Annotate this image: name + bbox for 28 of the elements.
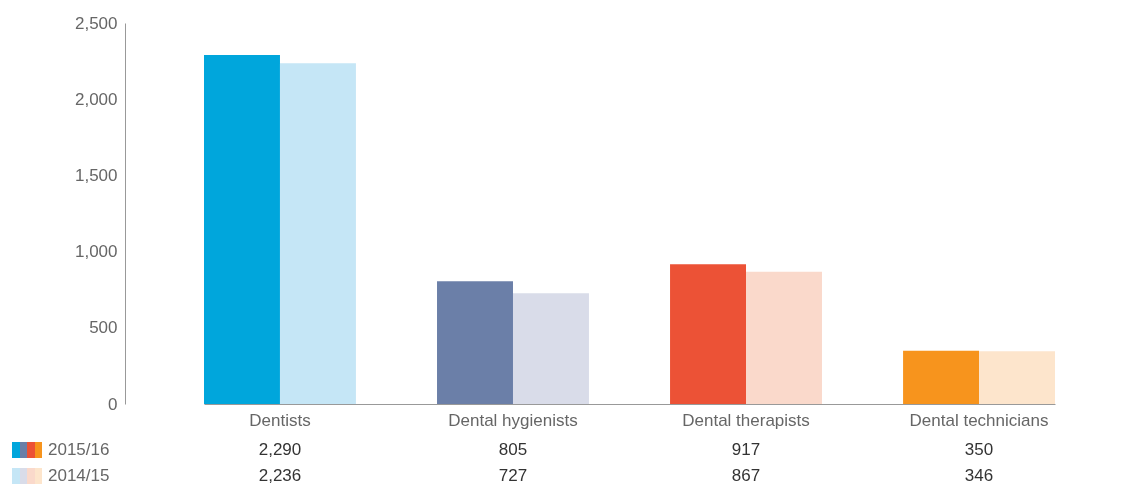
bar (903, 350, 980, 404)
y-tick-label: 0 (108, 394, 118, 414)
data-label: 2,290 (258, 440, 302, 459)
y-tick-label: 1,000 (74, 242, 118, 262)
bar (437, 281, 513, 404)
x-tick-label: Dental therapists (682, 410, 810, 430)
data-label: 2,236 (258, 466, 302, 485)
x-tick-label: Dental hygienists (448, 410, 578, 430)
data-label: 350 (964, 440, 994, 459)
y-tick-label: 2,000 (74, 89, 118, 109)
y-tick-label: 1,500 (74, 165, 118, 185)
y-tick-label: 500 (89, 318, 118, 338)
bar (279, 63, 356, 404)
bar (670, 264, 747, 404)
x-tick-label: Dental technicians (909, 410, 1049, 430)
bar (746, 271, 822, 404)
data-label: 346 (964, 466, 994, 485)
bar (512, 293, 589, 404)
data-label: 727 (498, 466, 528, 485)
data-label: 867 (731, 466, 761, 485)
data-label: 917 (731, 440, 761, 459)
legend-label: 2014/15 (48, 466, 110, 486)
legend-label: 2015/16 (48, 440, 110, 460)
x-tick-label: Dentists (249, 410, 311, 430)
y-tick-label: 2,500 (74, 13, 118, 33)
bar (204, 55, 280, 404)
bar (979, 351, 1055, 404)
data-label: 805 (498, 440, 528, 459)
